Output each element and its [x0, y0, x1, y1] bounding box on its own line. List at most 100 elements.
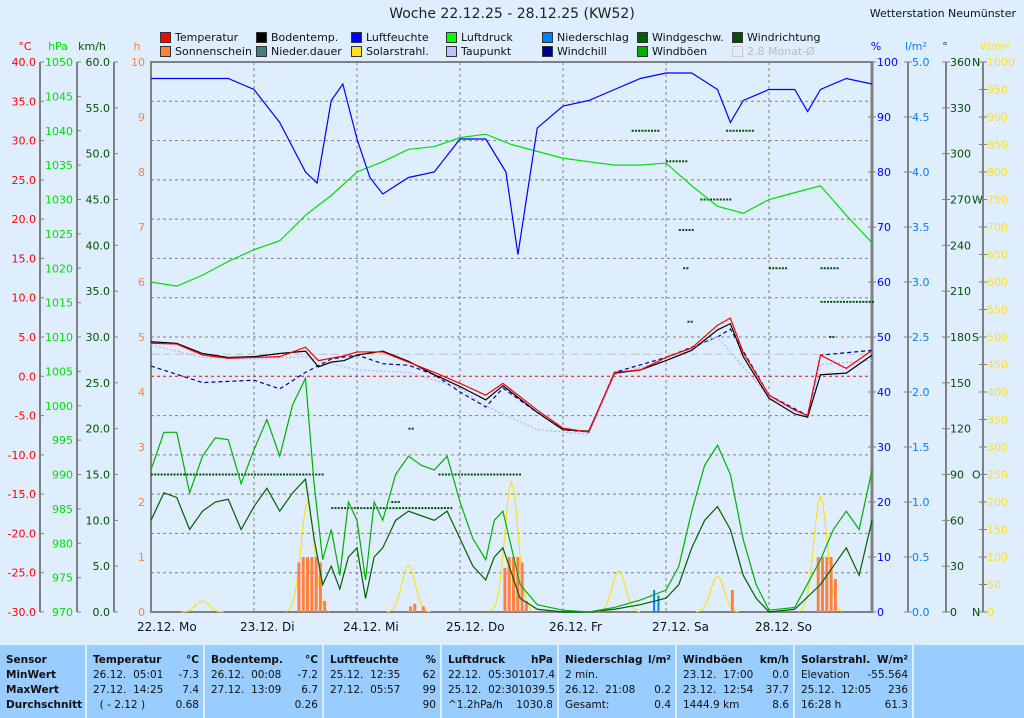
cell-value: 8.6	[772, 699, 789, 711]
legend-label: Nieder.dauer	[271, 45, 342, 58]
cell-value: 236	[887, 684, 908, 696]
axis-tick-label: 35.0	[86, 285, 111, 298]
wind-direction-dot	[382, 507, 385, 510]
legend-item[interactable]: Windrichtung	[732, 31, 820, 44]
sunshine-bar	[507, 557, 511, 612]
axis-tick-label: 3.5	[912, 221, 930, 234]
legend-item[interactable]: Bodentemp.	[256, 31, 338, 44]
wind-direction-dot	[706, 198, 709, 201]
wind-direction-dot	[340, 507, 343, 510]
axis-tick-label: 70	[877, 221, 891, 234]
legend-label: Windrichtung	[747, 31, 821, 44]
axis-tick-label: 995	[52, 434, 73, 447]
wind-direction-dot	[480, 473, 483, 476]
axis-tick-label: 40.0	[12, 56, 37, 69]
legend-item[interactable]: Temperatur	[160, 31, 238, 44]
wind-direction-dot	[823, 267, 826, 270]
cell-label: 27.12. 05:57	[330, 684, 401, 696]
cell-label: 2 min.	[565, 669, 599, 681]
wind-direction-dot	[682, 229, 685, 232]
series-luftfeuchte	[151, 72, 873, 255]
column-unit: °C	[186, 654, 199, 666]
column-unit: %	[425, 654, 436, 666]
axis-tick-label: 550	[987, 304, 1008, 317]
legend-item[interactable]: 2.8 Monat-Ø	[732, 45, 815, 58]
sunshine-bar	[421, 606, 425, 612]
wind-direction-dot	[654, 129, 657, 132]
sunshine-bar	[821, 557, 824, 612]
legend-label: Windgeschw.	[652, 31, 724, 44]
wind-direction-dot	[394, 501, 397, 503]
wind-direction-dot	[450, 507, 453, 510]
sunshine-bar	[825, 557, 829, 612]
column-title: Niederschlag	[565, 654, 643, 666]
axis-tick-label: 0	[950, 606, 957, 619]
cell-label: 27.12. 14:25	[93, 684, 164, 696]
wind-direction-dot	[820, 267, 823, 270]
wind-direction-dot	[305, 473, 308, 476]
wind-direction-dot	[379, 507, 382, 510]
cell-label: Gesamt:	[565, 699, 610, 711]
axis-tick-label: 9	[138, 111, 145, 124]
axis-tick-label: 600	[987, 276, 1008, 289]
axis-tick-label: 1050	[45, 56, 73, 69]
wind-direction-dot	[254, 473, 256, 476]
cell-label: 22.12. 05:30	[448, 669, 519, 681]
axis-tick-label: 900	[987, 111, 1008, 124]
wind-direction-dot	[263, 473, 266, 476]
wind-direction-dot	[421, 507, 424, 510]
wind-direction-dot	[726, 129, 729, 132]
cell-value: 1017.4	[518, 669, 556, 681]
wind-direction-dot	[843, 300, 846, 303]
column-title: Windböen	[683, 654, 743, 666]
wind-direction-dot	[250, 473, 253, 476]
axis-tick-label: 1	[138, 551, 145, 564]
wind-direction-dot	[395, 507, 398, 510]
sunshine-bar	[524, 601, 528, 612]
cell-label: ( - 2.12 )	[93, 699, 146, 711]
legend-item[interactable]: Luftfeuchte	[351, 31, 429, 44]
wind-direction-dot	[289, 473, 292, 476]
series-bodentemp	[150, 322, 873, 432]
column-unit: W/m²	[877, 654, 908, 666]
axis-unit-hum: %	[871, 40, 881, 53]
legend-swatch	[637, 32, 648, 43]
legend-item[interactable]: Solarstrahl.	[351, 45, 429, 58]
axis-tick-label: 350	[987, 414, 1008, 427]
wind-direction-dot	[650, 129, 653, 132]
wind-direction-dot	[829, 336, 832, 338]
axis-tick-label: 3	[138, 441, 145, 454]
legend-item[interactable]: Windgeschw.	[637, 31, 724, 44]
legend-item[interactable]: Taupunkt	[446, 45, 511, 58]
wind-direction-dot	[292, 473, 295, 476]
axis-tick-label: 990	[52, 469, 73, 482]
wind-direction-dot	[738, 129, 741, 132]
cell-label: 27.12. 13:09	[211, 684, 282, 696]
wind-direction-dot	[357, 507, 359, 510]
axis-tick-label: 50.0	[86, 148, 111, 161]
axis-tick-label: -25.0	[8, 567, 36, 580]
axis-tick-label: 4	[138, 386, 145, 399]
wind-direction-dot	[391, 501, 394, 503]
axis-tick-label: 15.0	[86, 469, 111, 482]
legend-swatch	[542, 32, 553, 43]
axis-tick-label: 5.0	[19, 331, 37, 344]
column-title: Temperatur	[93, 654, 162, 666]
legend-item[interactable]: Luftdruck	[446, 31, 513, 44]
wind-direction-dot	[334, 507, 337, 510]
wind-direction-dot	[830, 267, 833, 270]
wind-direction-dot	[228, 473, 231, 476]
wind-direction-dot	[748, 129, 751, 132]
legend-item[interactable]: Nieder.dauer	[256, 45, 342, 58]
legend-item[interactable]: Windböen	[637, 45, 707, 58]
wind-direction-dot	[678, 160, 681, 163]
legend-item[interactable]: Niederschlag	[542, 31, 629, 44]
stats-column: Niederschlag l/m² 2 min. 26.12. 21:08 0.2 Ges…	[559, 645, 675, 718]
wind-direction-dot	[732, 129, 735, 132]
stats-column: Luftdruck hPa 22.12. 05:30 1017.4 25.12. 02:…	[442, 645, 557, 718]
axis-tick-label: 985	[52, 503, 73, 516]
series-windchill	[150, 328, 873, 433]
wind-direction-dot	[823, 300, 826, 303]
legend-item[interactable]: Windchill	[542, 45, 607, 58]
legend-item[interactable]: Sonnenschein	[160, 45, 252, 58]
